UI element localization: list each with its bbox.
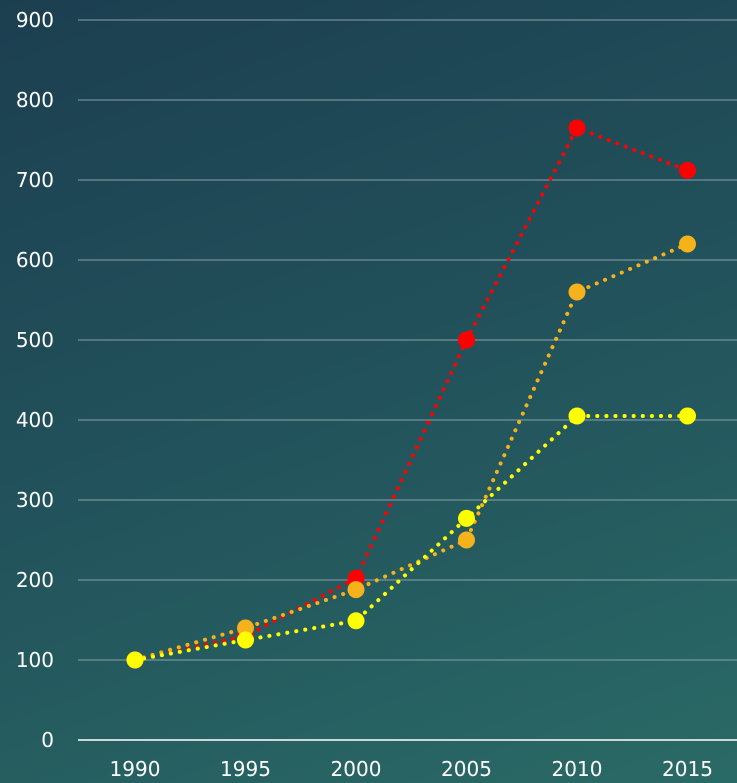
series-2-point — [568, 283, 586, 301]
x-tick-label: 2000 — [331, 757, 382, 781]
x-tick-label: 2015 — [662, 757, 713, 781]
y-tick-label: 500 — [16, 328, 54, 352]
x-axis-ticks: 1990 1995 2000 2005 2010 2015 — [110, 757, 713, 781]
series-2-point — [347, 581, 365, 599]
series-2-point — [679, 235, 696, 253]
y-tick-label: 0 — [41, 728, 54, 752]
series-line-3 — [133, 414, 690, 662]
series-2-point — [237, 619, 254, 637]
series-points — [126, 119, 696, 669]
series-2-point — [458, 531, 475, 549]
series-3-point — [458, 509, 475, 527]
y-tick-label: 900 — [16, 8, 54, 32]
series-1-point — [458, 331, 475, 349]
series-line-2 — [133, 242, 690, 662]
y-tick-label: 800 — [16, 88, 54, 112]
x-tick-label: 1995 — [220, 757, 271, 781]
y-tick-label: 700 — [16, 168, 54, 192]
x-tick-label: 2010 — [552, 757, 603, 781]
y-axis-ticks: 0 100 200 300 400 500 600 700 800 900 — [16, 8, 54, 752]
y-tick-label: 100 — [16, 648, 54, 672]
gridlines — [78, 19, 737, 661]
y-tick-label: 600 — [16, 248, 54, 272]
y-tick-label: 200 — [16, 568, 54, 592]
series-1-point — [679, 161, 696, 179]
y-tick-label: 400 — [16, 408, 54, 432]
x-tick-label: 2005 — [441, 757, 492, 781]
series-3-point — [347, 612, 365, 630]
series-3-point — [126, 651, 144, 669]
series-lines — [133, 126, 690, 662]
series-3-point — [679, 407, 696, 425]
series-1-point — [568, 119, 586, 137]
series-3-point — [237, 631, 254, 649]
y-tick-label: 300 — [16, 488, 54, 512]
x-tick-label: 1990 — [110, 757, 161, 781]
series-3-point — [568, 407, 586, 425]
